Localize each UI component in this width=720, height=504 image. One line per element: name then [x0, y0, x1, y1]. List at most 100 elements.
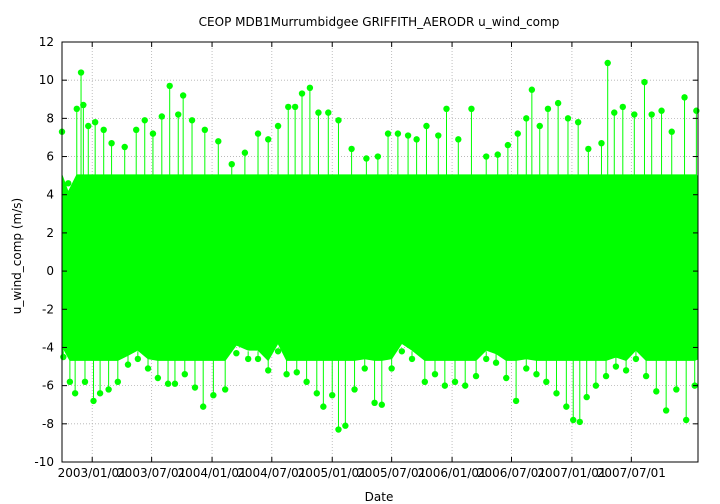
data-point: [85, 122, 92, 130]
data-point: [361, 365, 368, 372]
data-point: [483, 355, 490, 363]
data-point: [215, 138, 222, 145]
data-point: [378, 401, 386, 408]
data-point: [543, 378, 550, 386]
data-point: [435, 132, 442, 139]
data-point: [114, 378, 122, 386]
data-point: [462, 382, 469, 389]
data-point: [285, 103, 292, 111]
x-tick-label: 2004/01/01: [177, 466, 246, 480]
x-tick-label: 2006/07/01: [477, 466, 546, 480]
data-point: [298, 90, 306, 97]
data-point: [468, 105, 475, 113]
data-point: [574, 118, 582, 126]
data-point: [188, 117, 196, 124]
y-tick-label: 6: [46, 150, 54, 164]
data-point: [181, 370, 189, 378]
data-point: [164, 380, 172, 387]
data-point: [134, 355, 142, 363]
data-band: [61, 174, 699, 362]
data-point: [274, 348, 282, 355]
data-point: [653, 388, 660, 395]
data-point: [264, 136, 272, 143]
data-point: [149, 130, 157, 137]
data-point: [90, 397, 97, 405]
data-point: [619, 103, 627, 111]
data-point: [154, 374, 162, 382]
data-point: [642, 372, 650, 380]
data-point: [228, 160, 235, 168]
data-point: [144, 365, 152, 372]
data-point: [199, 403, 207, 410]
y-tick-label: 12: [39, 35, 54, 49]
y-tick-label: -10: [34, 455, 54, 469]
x-tick-label: 2007/01/01: [537, 466, 606, 480]
data-point: [175, 111, 182, 118]
data-point: [693, 107, 700, 114]
data-point: [423, 122, 430, 130]
data-point: [141, 117, 148, 124]
data-point: [384, 130, 392, 137]
data-point: [592, 382, 600, 389]
data-point: [221, 386, 229, 393]
data-point: [66, 378, 74, 386]
data-point: [564, 115, 572, 122]
data-point: [492, 359, 500, 366]
data-point: [233, 349, 240, 357]
y-tick-label: -6: [42, 379, 54, 393]
data-point: [563, 403, 570, 410]
y-tick-label: -4: [42, 340, 54, 354]
data-point: [320, 403, 327, 410]
data-point: [668, 128, 675, 135]
data-point: [673, 386, 680, 393]
data-point: [612, 363, 620, 370]
data-point: [523, 365, 530, 372]
data-point: [455, 136, 462, 143]
data-point: [244, 355, 252, 363]
data-point: [108, 139, 115, 147]
data-point: [121, 143, 128, 151]
data-point: [348, 145, 355, 153]
y-tick-label: 2: [46, 226, 54, 240]
data-point: [342, 422, 349, 429]
data-point: [413, 136, 420, 143]
data-point: [179, 92, 187, 99]
x-tick-label: 2005/01/01: [298, 466, 367, 480]
data-point: [658, 107, 665, 114]
data-point: [394, 130, 402, 137]
data-point: [451, 378, 459, 386]
data-point: [602, 372, 610, 380]
data-point: [100, 126, 107, 134]
y-tick-label: -8: [42, 417, 54, 431]
data-point: [264, 367, 272, 374]
y-tick-label: 8: [46, 111, 54, 125]
data-point: [528, 86, 536, 93]
data-point: [632, 355, 640, 363]
x-tick-label: 2003/01/01: [58, 466, 127, 480]
data-point: [371, 399, 378, 407]
data-point: [274, 122, 282, 130]
y-tick-label: 10: [39, 73, 54, 87]
data-point: [254, 355, 262, 363]
data-point: [514, 130, 521, 137]
data-point: [293, 369, 300, 376]
data-point: [374, 153, 382, 160]
data-point: [604, 59, 611, 67]
data-point: [303, 378, 310, 386]
data-point: [210, 391, 217, 399]
data-point: [536, 122, 543, 130]
data-point: [329, 391, 336, 399]
data-point: [60, 353, 67, 361]
x-axis-label: Date: [365, 490, 394, 504]
data-point: [133, 126, 140, 134]
axes: -10 -8 -6 -4 -2 0 2 4 6 8 10 12 2003/01/012003/07/01…: [34, 35, 699, 480]
data-point: [570, 416, 577, 424]
data-point: [431, 370, 439, 378]
data-point: [512, 397, 520, 405]
data-point: [315, 109, 322, 116]
data-point: [96, 390, 104, 397]
x-tick-label: 2006/01/01: [417, 466, 486, 480]
data-point: [73, 105, 80, 113]
data-point: [80, 101, 87, 109]
x-tick-label: 2003/07/01: [117, 466, 186, 480]
